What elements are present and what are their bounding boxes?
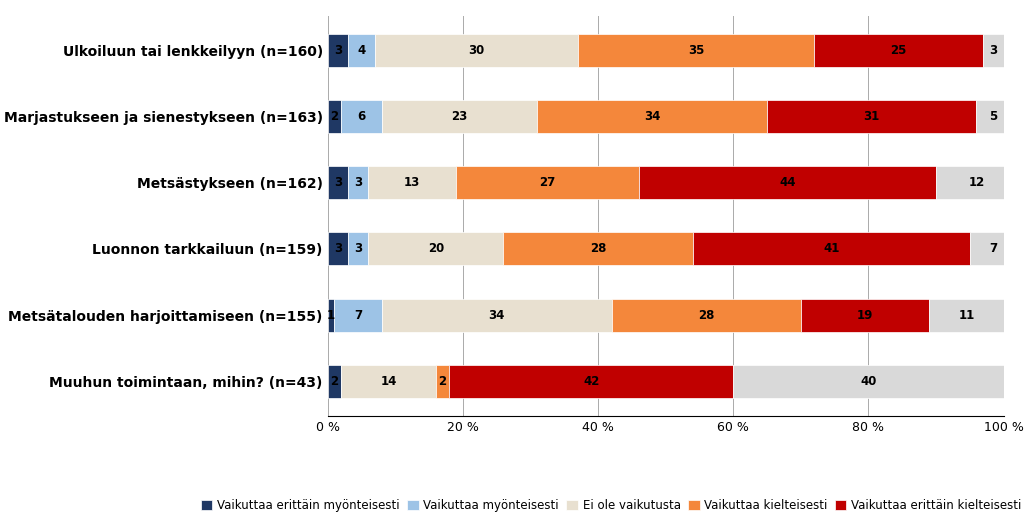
Bar bbox=[341, 365, 436, 398]
Bar bbox=[369, 166, 456, 199]
Bar bbox=[436, 365, 450, 398]
Text: 42: 42 bbox=[583, 375, 599, 388]
Bar bbox=[328, 365, 341, 398]
Bar bbox=[341, 100, 382, 133]
Bar bbox=[369, 232, 504, 265]
Text: 35: 35 bbox=[688, 44, 705, 57]
Bar bbox=[450, 365, 733, 398]
Bar bbox=[328, 298, 335, 332]
Bar bbox=[611, 298, 801, 332]
Text: 3: 3 bbox=[354, 242, 362, 255]
Text: 4: 4 bbox=[357, 44, 366, 57]
Text: 40: 40 bbox=[860, 375, 877, 388]
Text: 6: 6 bbox=[357, 110, 366, 123]
Bar bbox=[733, 365, 1004, 398]
Bar bbox=[348, 232, 369, 265]
Text: 30: 30 bbox=[468, 44, 484, 57]
Bar bbox=[538, 100, 767, 133]
Bar bbox=[929, 298, 1004, 332]
Text: 28: 28 bbox=[590, 242, 606, 255]
Bar bbox=[328, 100, 341, 133]
Bar bbox=[382, 298, 611, 332]
Text: 11: 11 bbox=[958, 308, 975, 321]
Text: 3: 3 bbox=[334, 242, 342, 255]
Bar bbox=[977, 100, 1011, 133]
Bar bbox=[348, 34, 375, 67]
Text: 3: 3 bbox=[334, 44, 342, 57]
Bar bbox=[801, 298, 929, 332]
Text: 3: 3 bbox=[354, 176, 362, 189]
Bar bbox=[936, 166, 1017, 199]
Text: 7: 7 bbox=[354, 308, 362, 321]
Text: 7: 7 bbox=[989, 242, 997, 255]
Bar bbox=[983, 34, 1004, 67]
Text: 2: 2 bbox=[438, 375, 446, 388]
Bar bbox=[639, 166, 936, 199]
Legend: Vaikuttaa erittäin myönteisesti, Vaikuttaa myönteisesti, Ei ole vaikutusta, Vaik: Vaikuttaa erittäin myönteisesti, Vaikutt… bbox=[196, 494, 1024, 516]
Text: 5: 5 bbox=[989, 110, 997, 123]
Text: 25: 25 bbox=[891, 44, 907, 57]
Text: 28: 28 bbox=[698, 308, 715, 321]
Bar bbox=[382, 100, 538, 133]
Text: 19: 19 bbox=[857, 308, 873, 321]
Text: 2: 2 bbox=[331, 110, 339, 123]
Bar bbox=[375, 34, 578, 67]
Bar bbox=[970, 232, 1017, 265]
Bar bbox=[328, 232, 348, 265]
Text: 34: 34 bbox=[644, 110, 660, 123]
Bar bbox=[348, 166, 369, 199]
Bar bbox=[456, 166, 639, 199]
Bar bbox=[328, 166, 348, 199]
Text: 1: 1 bbox=[327, 308, 335, 321]
Text: 44: 44 bbox=[779, 176, 796, 189]
Text: 3: 3 bbox=[989, 44, 997, 57]
Bar bbox=[328, 34, 348, 67]
Text: 41: 41 bbox=[823, 242, 840, 255]
Bar bbox=[578, 34, 814, 67]
Bar bbox=[814, 34, 983, 67]
Bar bbox=[504, 232, 692, 265]
Text: 14: 14 bbox=[380, 375, 396, 388]
Text: 20: 20 bbox=[428, 242, 444, 255]
Text: 13: 13 bbox=[404, 176, 420, 189]
Bar bbox=[335, 298, 382, 332]
Text: 23: 23 bbox=[452, 110, 468, 123]
Text: 12: 12 bbox=[969, 176, 985, 189]
Text: 31: 31 bbox=[863, 110, 880, 123]
Text: 34: 34 bbox=[488, 308, 505, 321]
Bar bbox=[692, 232, 970, 265]
Text: 2: 2 bbox=[331, 375, 339, 388]
Bar bbox=[767, 100, 977, 133]
Text: 27: 27 bbox=[540, 176, 555, 189]
Text: 3: 3 bbox=[334, 176, 342, 189]
